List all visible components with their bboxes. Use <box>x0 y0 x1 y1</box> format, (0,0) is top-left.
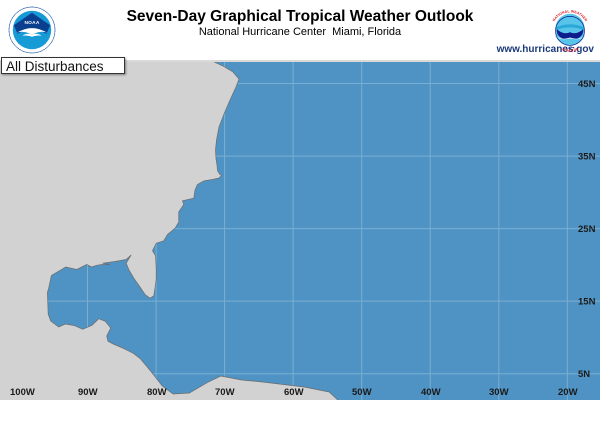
svg-text:SERVICE: SERVICE <box>561 46 579 52</box>
svg-text:40W: 40W <box>421 387 441 398</box>
svg-text:30W: 30W <box>489 387 509 398</box>
svg-text:35N: 35N <box>578 152 596 163</box>
svg-text:5N: 5N <box>578 369 590 380</box>
svg-text:45N: 45N <box>578 79 596 90</box>
svg-text:100W: 100W <box>10 387 35 398</box>
svg-text:20W: 20W <box>558 387 578 398</box>
svg-text:25N: 25N <box>578 224 596 235</box>
svg-text:50W: 50W <box>352 387 372 398</box>
svg-text:80W: 80W <box>147 387 167 398</box>
svg-text:70W: 70W <box>215 387 235 398</box>
svg-text:60W: 60W <box>284 387 304 398</box>
svg-text:90W: 90W <box>78 387 98 398</box>
svg-text:15N: 15N <box>578 297 596 308</box>
svg-text:NOAA: NOAA <box>24 20 39 26</box>
